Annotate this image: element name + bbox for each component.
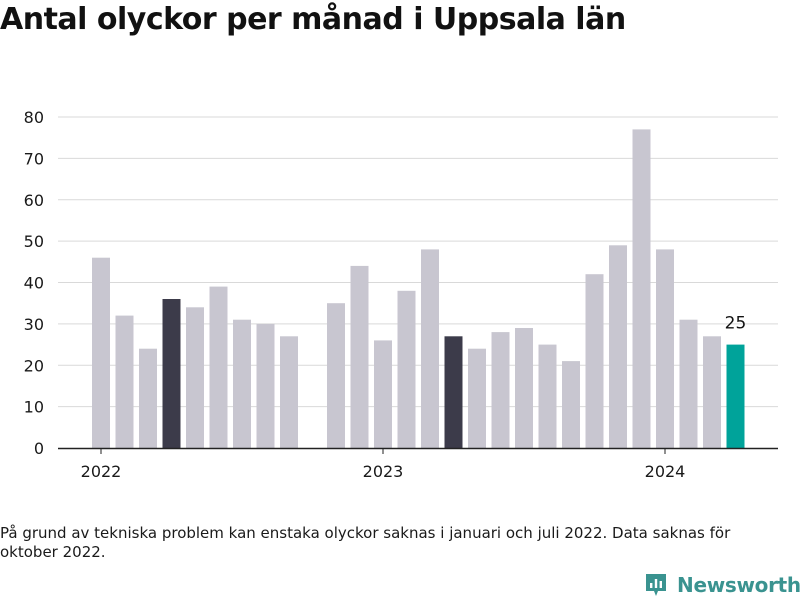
- bar-2022-08: [256, 323, 275, 448]
- y-tick-label: 0: [34, 439, 44, 458]
- footnote: På grund av tekniska problem kan enstaka…: [0, 524, 731, 561]
- bar-2024-02: [679, 319, 698, 448]
- latest-value-label: 25: [725, 314, 747, 334]
- x-tick-label: 2022: [81, 462, 122, 481]
- bar-2022-03: [139, 348, 157, 448]
- bars: [92, 129, 745, 448]
- bar-2023-09: [562, 361, 580, 448]
- bar-2023-07: [515, 328, 533, 448]
- y-axis-tick-labels: 0 10 20 30 40 50 60 70 80: [24, 108, 44, 458]
- bar-2023-11: [609, 245, 627, 448]
- bar-2023-02: [397, 290, 416, 448]
- y-tick-label: 10: [24, 398, 44, 417]
- y-tick-label: 70: [24, 149, 44, 168]
- bar-2023-05: [468, 348, 486, 448]
- brand-logo: Newsworthy: [644, 569, 800, 601]
- bar-2023-12: [632, 129, 651, 448]
- bar-2023-06: [491, 332, 510, 448]
- x-tick-label: 2023: [363, 462, 404, 481]
- x-tick-label: 2024: [645, 462, 686, 481]
- bar-chart: 0 10 20 30 40 50 60 70 80 2022 2023 2024 25: [24, 108, 778, 481]
- y-tick-label: 20: [24, 356, 44, 375]
- bar-2022-04: [162, 299, 181, 448]
- bar-2023-03: [421, 249, 439, 448]
- newsworthy-logo-icon: [646, 574, 666, 596]
- y-tick-label: 40: [24, 274, 44, 293]
- bar-2024-04: [726, 344, 745, 448]
- chart-title: Antal olyckor per månad i Uppsala län: [0, 2, 626, 37]
- bar-2023-10: [585, 274, 604, 448]
- bar-2022-12: [350, 265, 369, 448]
- y-tick-label: 50: [24, 232, 44, 251]
- bar-2022-07: [233, 319, 251, 448]
- bar-2023-04: [444, 336, 463, 448]
- bar-2022-05: [186, 307, 204, 448]
- bar-2023-08: [538, 344, 557, 448]
- bar-2024-03: [703, 336, 721, 448]
- bar-2022-09: [280, 336, 298, 448]
- y-tick-label: 30: [24, 315, 44, 334]
- bar-2022-06: [209, 286, 228, 448]
- data-labels: 25: [725, 314, 747, 334]
- x-axis: 2022 2023 2024: [58, 447, 778, 481]
- brand-name: Newsworthy: [677, 573, 800, 597]
- bar-2023-01: [374, 340, 392, 448]
- bar-2022-01: [92, 257, 110, 448]
- bar-2022-02: [115, 315, 134, 448]
- bar-2022-11: [327, 303, 345, 448]
- bar-2024-01: [656, 249, 674, 448]
- y-tick-label: 60: [24, 191, 44, 210]
- y-tick-label: 80: [24, 108, 44, 127]
